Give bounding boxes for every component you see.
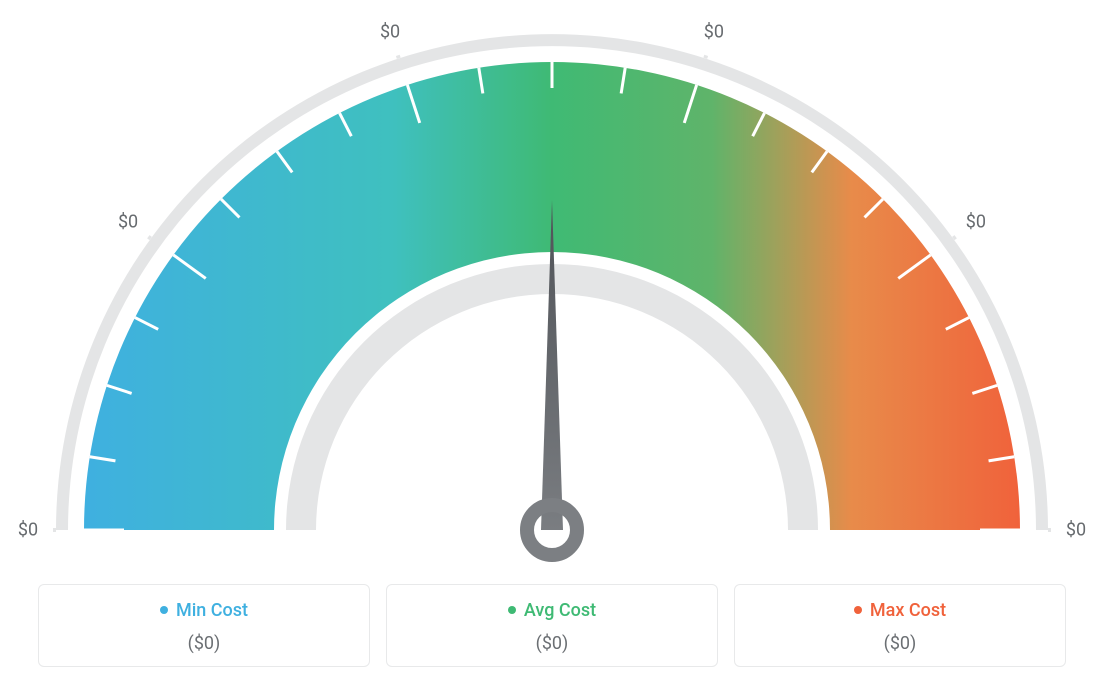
legend-value: ($0) (743, 633, 1057, 654)
legend-label: Avg Cost (508, 600, 596, 621)
gauge-tick-label: $0 (1066, 520, 1086, 541)
legend-dot-icon (854, 606, 862, 614)
legend-label-text: Min Cost (176, 600, 248, 621)
legend-label: Min Cost (160, 600, 248, 621)
gauge-tick-label: $0 (966, 212, 986, 233)
legend-row: Min Cost ($0) Avg Cost ($0) Max Cost ($0) (38, 584, 1066, 667)
legend-card: Avg Cost ($0) (386, 584, 718, 667)
legend-label: Max Cost (854, 600, 946, 621)
gauge-tick-label: $0 (380, 21, 400, 42)
legend-card: Max Cost ($0) (734, 584, 1066, 667)
gauge-tick-label: $0 (118, 212, 138, 233)
legend-card: Min Cost ($0) (38, 584, 370, 667)
gauge-tick-label: $0 (704, 21, 724, 42)
legend-value: ($0) (395, 633, 709, 654)
legend-dot-icon (160, 606, 168, 614)
legend-value: ($0) (47, 633, 361, 654)
legend-label-text: Avg Cost (524, 600, 596, 621)
gauge-tick-label: $0 (18, 520, 38, 541)
legend-dot-icon (508, 606, 516, 614)
legend-label-text: Max Cost (870, 600, 946, 621)
